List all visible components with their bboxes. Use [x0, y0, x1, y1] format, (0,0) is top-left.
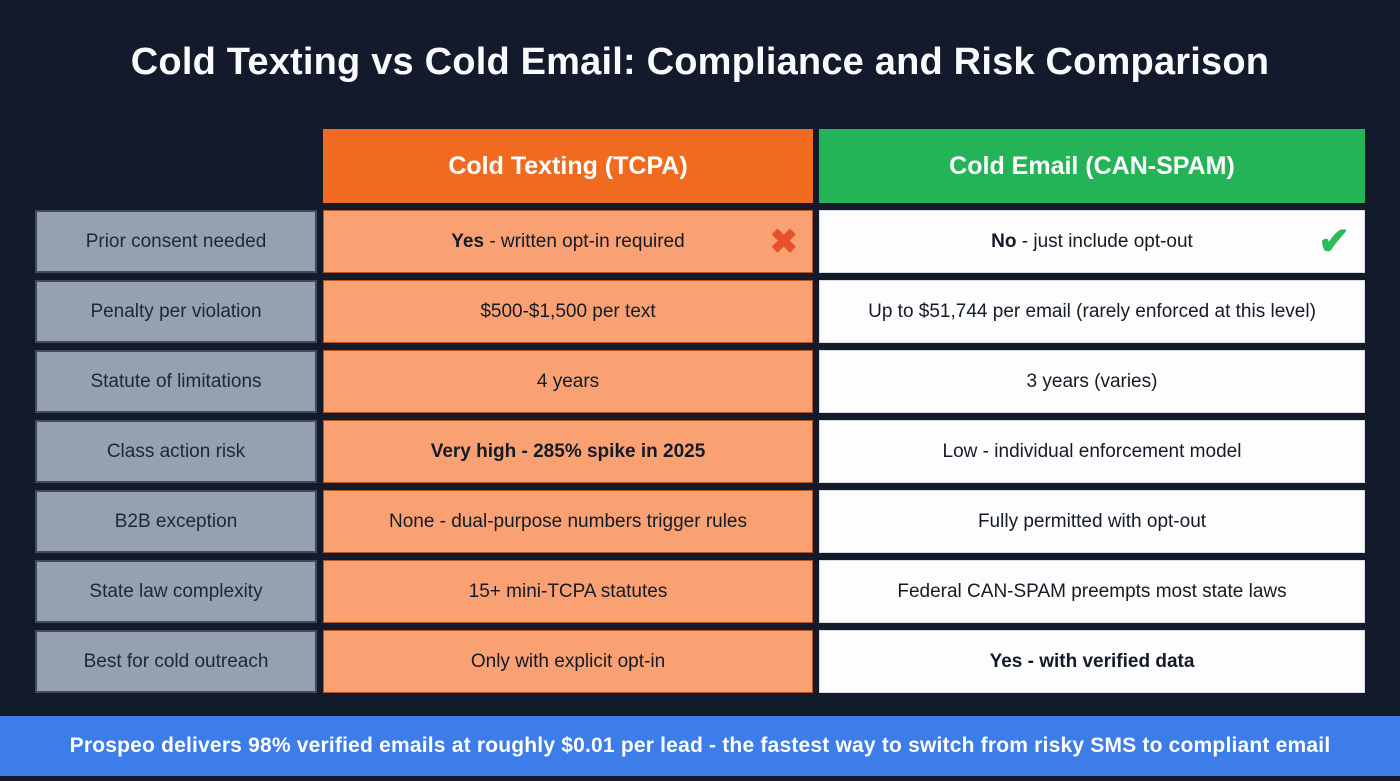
row-label-penalty: Penalty per violation — [35, 280, 317, 343]
cell-email-best-for-outreach: Yes - with verified data — [819, 630, 1365, 693]
cell-tcpa-state-law: 15+ mini-TCPA statutes — [323, 560, 813, 623]
cell-email-penalty: Up to $51,744 per email (rarely enforced… — [819, 280, 1365, 343]
cell-text: Only with explicit opt-in — [470, 650, 666, 672]
row-label-best-for-outreach: Best for cold outreach — [35, 630, 317, 693]
cell-text: Fully permitted with opt-out — [977, 510, 1207, 532]
check-icon: ✔ — [1318, 220, 1350, 263]
cell-email-state-law: Federal CAN-SPAM preempts most state law… — [819, 560, 1365, 623]
cell-email-prior-consent: No - just include opt-out ✔ — [819, 210, 1365, 273]
comparison-table: Cold Texting (TCPA) Cold Email (CAN-SPAM… — [35, 129, 1365, 693]
cell-text: 15+ mini-TCPA statutes — [468, 580, 668, 602]
row-label-statute: Statute of limitations — [35, 350, 317, 413]
cell-text: Low - individual enforcement model — [942, 440, 1242, 462]
cell-email-class-action: Low - individual enforcement model — [819, 420, 1365, 483]
cell-text: Up to $51,744 per email (rarely enforced… — [868, 300, 1316, 322]
cell-text: No - just include opt-out — [991, 230, 1193, 252]
cell-text: Yes - with verified data — [989, 650, 1195, 672]
cell-email-b2b-exception: Fully permitted with opt-out — [819, 490, 1365, 553]
footer-banner: Prospeo delivers 98% verified emails at … — [0, 716, 1400, 776]
row-label-class-action: Class action risk — [35, 420, 317, 483]
cell-text: 3 years (varies) — [1026, 370, 1158, 392]
column-header-canspam: Cold Email (CAN-SPAM) — [819, 129, 1365, 203]
cell-text: Very high - 285% spike in 2025 — [430, 440, 706, 462]
row-label-b2b-exception: B2B exception — [35, 490, 317, 553]
cell-tcpa-b2b-exception: None - dual-purpose numbers trigger rule… — [323, 490, 813, 553]
cell-tcpa-penalty: $500-$1,500 per text — [323, 280, 813, 343]
column-header-tcpa: Cold Texting (TCPA) — [323, 129, 813, 203]
cell-text: 4 years — [536, 370, 600, 392]
cell-email-statute: 3 years (varies) — [819, 350, 1365, 413]
cell-tcpa-statute: 4 years — [323, 350, 813, 413]
page-title: Cold Texting vs Cold Email: Compliance a… — [130, 41, 1270, 83]
cell-text: Federal CAN-SPAM preempts most state law… — [897, 580, 1287, 602]
cell-tcpa-best-for-outreach: Only with explicit opt-in — [323, 630, 813, 693]
cell-text: $500-$1,500 per text — [480, 300, 656, 322]
cell-tcpa-class-action: Very high - 285% spike in 2025 — [323, 420, 813, 483]
cell-text: Yes - written opt-in required — [451, 230, 685, 252]
cell-text: None - dual-purpose numbers trigger rule… — [388, 510, 747, 532]
x-icon: ✖ — [769, 222, 799, 261]
header-spacer — [35, 129, 317, 203]
row-label-prior-consent: Prior consent needed — [35, 210, 317, 273]
row-label-state-law: State law complexity — [35, 560, 317, 623]
cell-tcpa-prior-consent: Yes - written opt-in required ✖ — [323, 210, 813, 273]
